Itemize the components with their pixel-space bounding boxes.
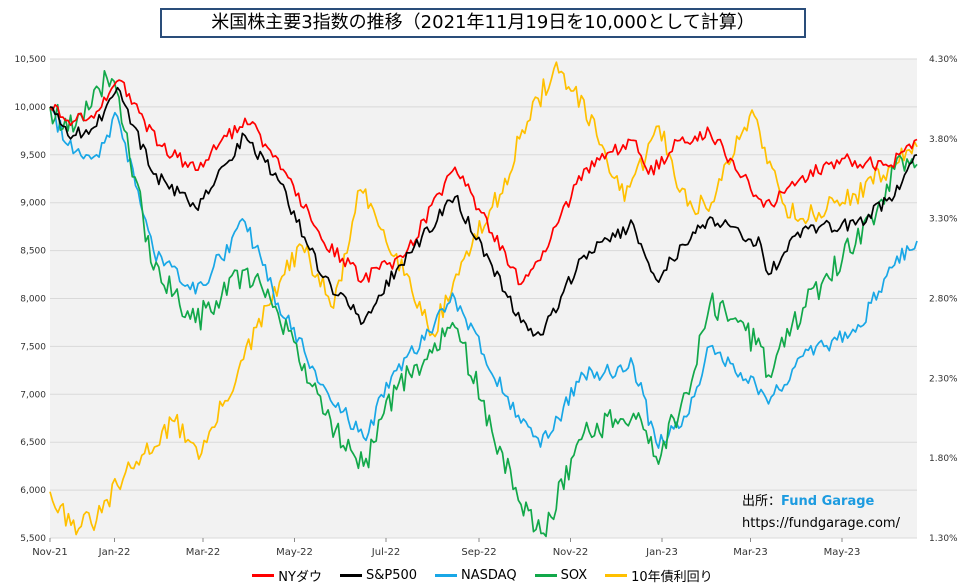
x-tick-label: Mar-22 [186, 547, 221, 558]
series-line [49, 106, 918, 449]
series-line [49, 61, 918, 536]
y-right-tick-label: 4.30% [929, 55, 958, 65]
axes: 5,500 6,000 6,500 7,000 7,500 8,000 8,500 9,000… [15, 55, 959, 558]
legend-swatch [435, 573, 458, 577]
legend-item: 10年債利回り [605, 565, 713, 585]
legend-item: NYダウ [252, 565, 322, 585]
x-tick-label: Jan-23 [645, 547, 678, 558]
y-left-tick-label: 8,000 [20, 295, 46, 305]
x-tick-label: May-22 [276, 547, 313, 558]
legend-swatch [252, 573, 275, 577]
y-left-tick-label: 7,000 [20, 390, 46, 400]
y-left-tick-label: 9,000 [20, 199, 46, 209]
source-annotation: 出所：Fund Garage https://fundgarage.com/ [742, 490, 900, 531]
legend-label: NASDAQ [461, 567, 517, 583]
x-tick-label: Mar-23 [733, 547, 768, 558]
legend-item: S&P500 [339, 565, 418, 585]
x-tick-label: Nov-22 [553, 547, 589, 558]
y-left-tick-label: 10,500 [15, 55, 47, 65]
y-left-tick-label: 6,000 [20, 486, 46, 496]
y-right-tick-label: 1.80% [929, 454, 958, 464]
y-right-tick-label: 2.30% [929, 374, 958, 384]
legend-label: SOX [560, 567, 588, 583]
x-tick-label: Nov-21 [32, 547, 68, 558]
source-name: Fund Garage [781, 494, 875, 509]
source-url: https://fundgarage.com/ [742, 516, 900, 531]
x-tick-label: Sep-22 [461, 547, 496, 558]
series-line [49, 79, 918, 286]
series-line [49, 69, 918, 538]
source-label: 出所： [742, 494, 782, 509]
legend-swatch [339, 573, 362, 577]
y-right-tick-label: 3.80% [929, 135, 958, 145]
y-right-tick-label: 1.30% [929, 534, 958, 544]
y-left-tick-label: 6,500 [20, 438, 46, 448]
series-lines [49, 61, 918, 538]
y-right-tick-label: 2.80% [929, 295, 958, 305]
legend-label: NYダウ [278, 569, 322, 585]
legend-item: NASDAQ [435, 565, 517, 585]
x-tick-label: Jul-22 [371, 547, 400, 558]
y-left-tick-label: 8,500 [20, 247, 46, 257]
grid-lines [50, 58, 917, 539]
legend-item: SOX [534, 565, 588, 585]
x-tick-label: May-23 [824, 547, 861, 558]
legend-swatch [534, 573, 557, 577]
y-left-tick-label: 9,500 [20, 151, 46, 161]
x-tick-label: Jan-22 [98, 547, 131, 558]
legend-label: S&P500 [365, 567, 418, 583]
y-left-tick-label: 7,500 [20, 342, 46, 352]
chart-title: 米国株主要3指数の推移（2021年11月19日を10,000として計算） [160, 8, 806, 38]
y-left-tick-label: 5,500 [20, 534, 46, 544]
series-line [49, 86, 918, 337]
legend-label: 10年債利回り [631, 569, 713, 585]
legend: NYダウ S&P500 NASDAQ SOX 10年債利回り [0, 565, 965, 585]
y-left-tick-label: 10,000 [15, 103, 47, 113]
y-right-tick-label: 3.30% [929, 215, 958, 225]
legend-swatch [605, 573, 628, 577]
